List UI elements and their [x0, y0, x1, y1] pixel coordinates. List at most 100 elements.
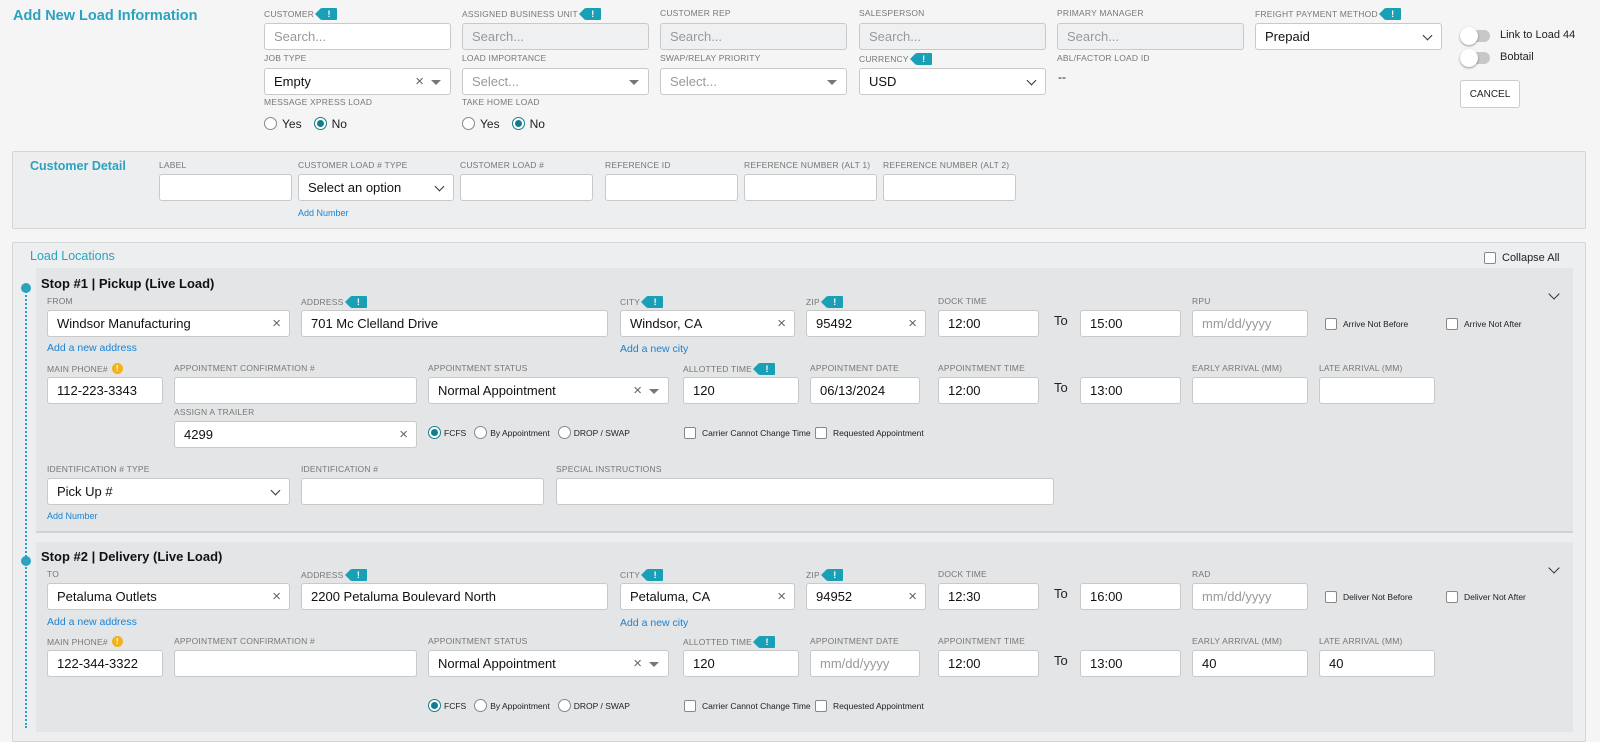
- stop-1-dock-to-input[interactable]: 15:00: [1080, 310, 1181, 337]
- stop-1-id-type-select[interactable]: Pick Up #: [47, 478, 290, 505]
- stop-1-appt-from-input[interactable]: 12:00: [938, 377, 1039, 404]
- stop-1-dock-from-input[interactable]: 12:00: [938, 310, 1039, 337]
- fcfs-radio[interactable]: [428, 699, 441, 713]
- message-xpress-yes-radio[interactable]: [264, 117, 277, 131]
- clear-icon[interactable]: ×: [908, 587, 917, 605]
- rpu-label: RPU: [1192, 296, 1211, 306]
- appt-status-label: APPOINTMENT STATUS: [428, 636, 528, 646]
- stop-2-add-address-link[interactable]: Add a new address: [47, 616, 137, 628]
- currency-select[interactable]: USD: [859, 68, 1046, 95]
- fcfs-radio[interactable]: [428, 426, 441, 440]
- deliver-not-after-checkbox[interactable]: Deliver Not After: [1446, 588, 1526, 606]
- stop-1-address-input[interactable]: 701 Mc Clelland Drive: [301, 310, 608, 337]
- stop-1-city-input[interactable]: Windsor, CA ×: [620, 310, 795, 337]
- stop-2-appt-conf-input[interactable]: [174, 650, 417, 677]
- cd-label-input[interactable]: [159, 174, 292, 201]
- cd-load-type-select[interactable]: Select an option: [298, 174, 454, 201]
- clear-icon[interactable]: ×: [399, 425, 408, 443]
- job-type-select[interactable]: Empty ×: [264, 68, 451, 95]
- stop-1-early-input[interactable]: [1192, 377, 1308, 404]
- stop-1-trailer-input[interactable]: 4299 ×: [174, 421, 417, 448]
- stop-2-address-input[interactable]: 2200 Petaluma Boulevard North: [301, 583, 608, 610]
- clear-icon[interactable]: ×: [633, 381, 642, 399]
- message-xpress-no-radio[interactable]: [313, 117, 327, 131]
- stop-1-appt-type-radio-group: FCFS By Appointment DROP / SWAP: [428, 424, 638, 442]
- load-importance-select[interactable]: Select...: [462, 68, 649, 95]
- carrier-cannot-change-checkbox[interactable]: Carrier Cannot Change Time: [684, 424, 811, 442]
- timeline-line: [25, 288, 27, 728]
- salesperson-input[interactable]: Search...: [859, 23, 1046, 50]
- drop-swap-radio[interactable]: [557, 426, 571, 440]
- requested-appointment-checkbox[interactable]: Requested Appointment: [815, 424, 924, 442]
- clear-icon[interactable]: ×: [777, 587, 786, 605]
- stop-2-add-city-link[interactable]: Add a new city: [620, 617, 689, 629]
- arrive-not-before-checkbox[interactable]: Arrive Not Before: [1325, 315, 1408, 333]
- swap-priority-select[interactable]: Select...: [660, 68, 847, 95]
- stop-2-early-input[interactable]: 40: [1192, 650, 1308, 677]
- primary-manager-input[interactable]: Search...: [1057, 23, 1244, 50]
- by-appointment-radio[interactable]: [474, 426, 488, 440]
- stop-1-late-input[interactable]: [1319, 377, 1435, 404]
- stop-2-phone-input[interactable]: 122-344-3322: [47, 650, 163, 677]
- stop-1-special-input[interactable]: [556, 478, 1054, 505]
- cd-ref-alt2-input[interactable]: [883, 174, 1016, 201]
- stop-2-appt-to-input[interactable]: 13:00: [1080, 650, 1181, 677]
- stop-2-zip-input[interactable]: 94952 ×: [806, 583, 926, 610]
- stop-1-appt-to-input[interactable]: 13:00: [1080, 377, 1181, 404]
- take-home-no-radio[interactable]: [511, 117, 525, 131]
- stop-1-appt-status-select[interactable]: Normal Appointment ×: [428, 377, 669, 404]
- stop-2-dock-from-input[interactable]: 12:30: [938, 583, 1039, 610]
- clear-icon[interactable]: ×: [908, 314, 917, 332]
- warning-icon: !: [111, 363, 123, 374]
- allotted-time-label: ALLOTTED TIME!: [683, 636, 776, 648]
- stop-2-to-input[interactable]: Petaluma Outlets ×: [47, 583, 290, 610]
- bobtail-toggle[interactable]: [1460, 49, 1490, 67]
- stop-1-add-address-link[interactable]: Add a new address: [47, 342, 137, 354]
- cancel-button[interactable]: CANCEL: [1460, 80, 1520, 108]
- arrive-not-after-checkbox[interactable]: Arrive Not After: [1446, 315, 1522, 333]
- stop-2-appt-date-input[interactable]: mm/dd/yyyy: [810, 650, 920, 677]
- deliver-not-before-checkbox[interactable]: Deliver Not Before: [1325, 588, 1412, 606]
- alert-flag-icon: !: [820, 569, 843, 581]
- stop-1-phone-input[interactable]: 112-223-3343: [47, 377, 163, 404]
- collapse-all-checkbox[interactable]: Collapse All: [1484, 249, 1559, 267]
- stop-1-add-number-link[interactable]: Add Number: [47, 511, 98, 521]
- stop-2-city-input[interactable]: Petaluma, CA ×: [620, 583, 795, 610]
- stop-1-id-num-input[interactable]: [301, 478, 544, 505]
- requested-appointment-checkbox[interactable]: Requested Appointment: [815, 697, 924, 715]
- stop-1-appt-date-input[interactable]: 06/13/2024: [810, 377, 920, 404]
- business-unit-input[interactable]: Search...: [462, 23, 649, 50]
- clear-icon[interactable]: ×: [415, 72, 424, 90]
- clear-icon[interactable]: ×: [633, 654, 642, 672]
- drop-swap-radio[interactable]: [557, 699, 571, 713]
- cd-add-number-link[interactable]: Add Number: [298, 208, 349, 218]
- stop-2-dock-to-input[interactable]: 16:00: [1080, 583, 1181, 610]
- stop-1-from-input[interactable]: Windsor Manufacturing ×: [47, 310, 290, 337]
- cd-ref-alt1-input[interactable]: [744, 174, 877, 201]
- clear-icon[interactable]: ×: [272, 314, 281, 332]
- stop-2-allotted-input[interactable]: 120: [683, 650, 799, 677]
- stop-2-appt-status-select[interactable]: Normal Appointment ×: [428, 650, 669, 677]
- clear-icon[interactable]: ×: [272, 587, 281, 605]
- clear-icon[interactable]: ×: [777, 314, 786, 332]
- stop-1-add-city-link[interactable]: Add a new city: [620, 343, 689, 355]
- take-home-yes-radio[interactable]: [462, 117, 475, 131]
- customer-label: CUSTOMER!: [264, 8, 338, 20]
- customer-search-input[interactable]: Search...: [264, 23, 451, 50]
- freight-payment-select[interactable]: Prepaid: [1255, 23, 1442, 50]
- stop-2-rad-input[interactable]: mm/dd/yyyy: [1192, 583, 1308, 610]
- carrier-cannot-change-checkbox[interactable]: Carrier Cannot Change Time: [684, 697, 811, 715]
- stop-1-allotted-input[interactable]: 120: [683, 377, 799, 404]
- stop-2-late-input[interactable]: 40: [1319, 650, 1435, 677]
- stop-1-rpu-input[interactable]: mm/dd/yyyy: [1192, 310, 1308, 337]
- stop-1-appt-conf-input[interactable]: [174, 377, 417, 404]
- link-load-toggle[interactable]: [1460, 27, 1490, 45]
- by-appointment-radio[interactable]: [474, 699, 488, 713]
- chevron-down-icon: [434, 181, 445, 192]
- cd-ref-id-input[interactable]: [605, 174, 738, 201]
- stop-1-zip-input[interactable]: 95492 ×: [806, 310, 926, 337]
- cd-load-num-input[interactable]: [460, 174, 593, 201]
- customer-rep-input[interactable]: Search...: [660, 23, 847, 50]
- swap-priority-label: SWAP/RELAY PRIORITY: [660, 53, 761, 63]
- stop-2-appt-from-input[interactable]: 12:00: [938, 650, 1039, 677]
